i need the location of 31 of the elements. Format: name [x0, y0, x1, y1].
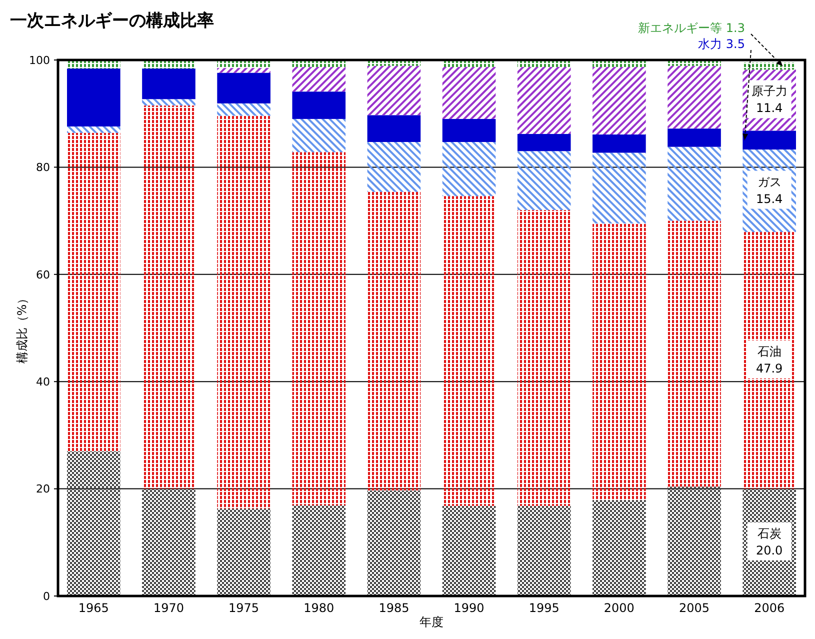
series-label: 石油 — [757, 344, 782, 358]
y-tick-label: 0 — [43, 590, 50, 603]
x-tick-label: 1985 — [378, 601, 410, 615]
x-tick-label: 2006 — [754, 601, 785, 615]
series-label: 原子力 — [751, 84, 788, 98]
y-tick-label: 40 — [36, 375, 50, 388]
data-label: 1.3 — [726, 21, 745, 35]
chart-title: 一次エネルギーの構成比率 — [10, 11, 214, 31]
x-tick-label: 2000 — [604, 601, 634, 615]
x-tick-label: 1975 — [228, 601, 260, 615]
data-label: 15.4 — [756, 192, 783, 206]
y-tick-label: 100 — [29, 54, 50, 67]
x-axis-title: 年度 — [420, 615, 444, 629]
y-axis-title: 構成比（%） — [15, 292, 29, 364]
x-tick-label: 1970 — [153, 601, 184, 615]
data-label: 11.4 — [756, 101, 783, 116]
series-label: ガス — [757, 174, 782, 189]
text: 水力 — [698, 37, 722, 51]
y-tick-label: 20 — [36, 482, 50, 496]
data-label: 3.5 — [726, 37, 745, 51]
data-label: 47.9 — [756, 361, 783, 376]
x-tick-label: 1965 — [78, 601, 109, 615]
x-tick-label: 1990 — [454, 601, 484, 615]
x-tick-label: 1995 — [528, 601, 560, 615]
text: 新エネルギー等 — [638, 21, 722, 35]
y-tick-label: 60 — [36, 268, 50, 282]
series-label: 石炭 — [757, 526, 782, 540]
x-tick-label: 1980 — [304, 601, 334, 615]
x-tick-label: 2005 — [678, 601, 710, 615]
data-label: 20.0 — [756, 543, 783, 558]
y-tick-label: 80 — [36, 161, 50, 174]
